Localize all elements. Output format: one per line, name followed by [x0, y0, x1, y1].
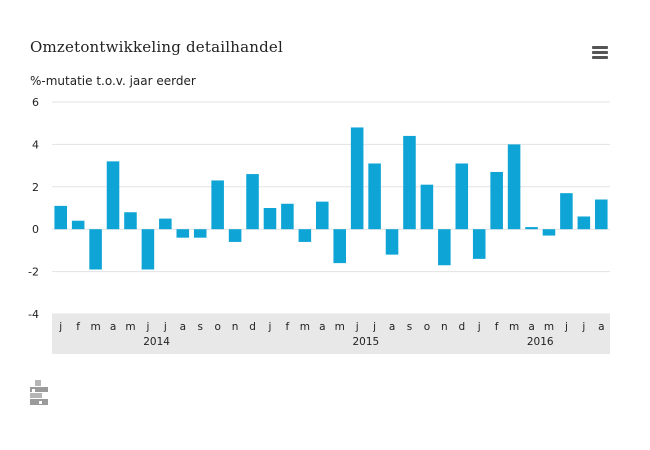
x-tick-label: s	[197, 321, 202, 333]
x-tick-label: j	[163, 321, 167, 333]
chart-subtitle: %-mutatie t.o.v. jaar eerder	[30, 74, 196, 88]
x-tick-label: j	[355, 321, 359, 333]
x-tick-label: m	[544, 321, 554, 333]
x-tick-label: d	[249, 321, 256, 333]
x-tick-label: j	[58, 321, 62, 333]
x-tick-label: m	[335, 321, 345, 333]
year-label: 2014	[143, 336, 170, 348]
year-label: 2016	[527, 336, 554, 348]
x-tick-label: s	[407, 321, 412, 333]
chart-title: Omzetontwikkeling detailhandel	[30, 38, 283, 56]
bar	[246, 174, 259, 230]
bar	[124, 212, 137, 230]
x-tick-label: a	[110, 321, 116, 333]
x-tick-label: m	[125, 321, 135, 333]
cbs-logo-icon	[30, 380, 48, 405]
x-tick-label: f	[76, 321, 80, 333]
x-tick-label: m	[300, 321, 310, 333]
hamburger-menu-icon[interactable]	[592, 46, 608, 60]
y-tick-label: 2	[32, 181, 39, 194]
bar	[577, 216, 591, 230]
x-tick-label: j	[372, 321, 376, 333]
x-tick-label: a	[319, 321, 325, 333]
bar	[298, 229, 312, 242]
bar	[542, 229, 556, 236]
bar	[507, 144, 521, 230]
bar	[350, 127, 364, 230]
bar	[106, 161, 120, 230]
x-tick-label: m	[509, 321, 519, 333]
y-tick-label: -4	[28, 308, 39, 321]
bar	[159, 218, 172, 230]
bar	[438, 229, 451, 266]
bar	[595, 199, 608, 230]
x-tick-label: n	[232, 321, 239, 333]
x-tick-label: j	[477, 321, 481, 333]
x-tick-label: m	[90, 321, 100, 333]
y-tick-label: -2	[28, 266, 39, 279]
x-tick-label: o	[424, 321, 430, 333]
x-tick-label: j	[564, 321, 568, 333]
bar	[403, 135, 416, 230]
x-tick-label: f	[495, 321, 499, 333]
x-tick-label: j	[581, 321, 585, 333]
bar	[385, 229, 399, 255]
bar	[141, 229, 155, 270]
bar	[71, 220, 85, 230]
x-tick-label: a	[528, 321, 534, 333]
bar	[560, 193, 573, 230]
bar	[525, 227, 538, 230]
bar	[420, 184, 434, 230]
bar	[211, 180, 224, 230]
x-tick-label: j	[268, 321, 272, 333]
x-tick-label: n	[441, 321, 448, 333]
x-tick-label: a	[598, 321, 604, 333]
bar	[54, 205, 67, 230]
x-tick-label: a	[389, 321, 395, 333]
bar	[263, 208, 277, 230]
bar	[472, 229, 486, 259]
y-tick-label: 0	[32, 223, 39, 236]
bar	[193, 229, 207, 238]
bar	[89, 229, 102, 270]
bar	[455, 163, 469, 230]
year-label: 2015	[353, 336, 380, 348]
x-tick-label: o	[214, 321, 220, 333]
x-tick-label: f	[286, 321, 290, 333]
bar	[228, 229, 242, 242]
y-tick-label: 4	[32, 138, 39, 151]
bar	[490, 171, 503, 230]
bar	[316, 201, 329, 230]
bar	[368, 163, 381, 230]
x-axis-band	[52, 314, 610, 354]
bar	[333, 229, 346, 264]
x-tick-label: j	[145, 321, 149, 333]
bar	[281, 203, 294, 230]
x-tick-label: a	[180, 321, 186, 333]
y-tick-label: 6	[32, 96, 39, 109]
bar	[176, 229, 190, 238]
x-tick-label: d	[458, 321, 465, 333]
